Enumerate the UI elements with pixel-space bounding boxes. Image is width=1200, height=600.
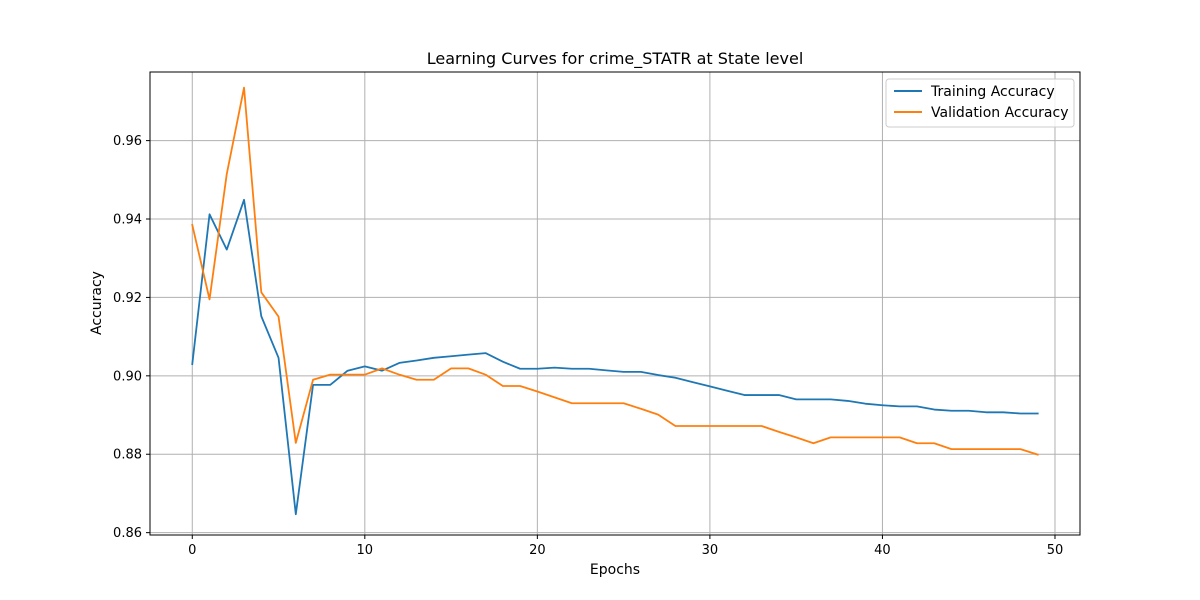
y-tick-label: 0.90	[113, 369, 142, 384]
x-axis-ticks: 0 10 20 30 40 50	[188, 535, 1063, 558]
plot-frame	[149, 71, 1081, 536]
training-accuracy-line	[191, 198, 1039, 516]
x-tick-label: 30	[702, 543, 719, 558]
validation-accuracy-line	[191, 86, 1039, 456]
grid	[150, 72, 1080, 535]
y-tick-label: 0.94	[113, 213, 142, 228]
y-axis-ticks: 0.86 0.88 0.90 0.92 0.94 0.96	[113, 134, 150, 541]
legend-label-validation: Validation Accuracy	[931, 105, 1069, 121]
y-tick-label: 0.92	[113, 291, 142, 306]
y-tick-label: 0.86	[113, 526, 142, 541]
x-axis-label: Epochs	[590, 562, 640, 578]
x-tick-label: 50	[1047, 543, 1064, 558]
x-tick-label: 20	[529, 543, 546, 558]
chart-title: Learning Curves for crime_STATR at State…	[427, 49, 804, 69]
y-tick-label: 0.88	[113, 448, 142, 463]
x-tick-label: 0	[188, 543, 196, 558]
y-tick-label: 0.96	[113, 134, 142, 149]
legend-label-training: Training Accuracy	[930, 84, 1055, 100]
legend-box	[885, 78, 1075, 128]
y-axis-label: Accuracy	[89, 271, 105, 335]
legend: Training Accuracy Validation Accuracy	[885, 78, 1075, 128]
x-tick-label: 40	[874, 543, 891, 558]
series-lines	[191, 86, 1039, 516]
x-tick-label: 10	[357, 543, 374, 558]
